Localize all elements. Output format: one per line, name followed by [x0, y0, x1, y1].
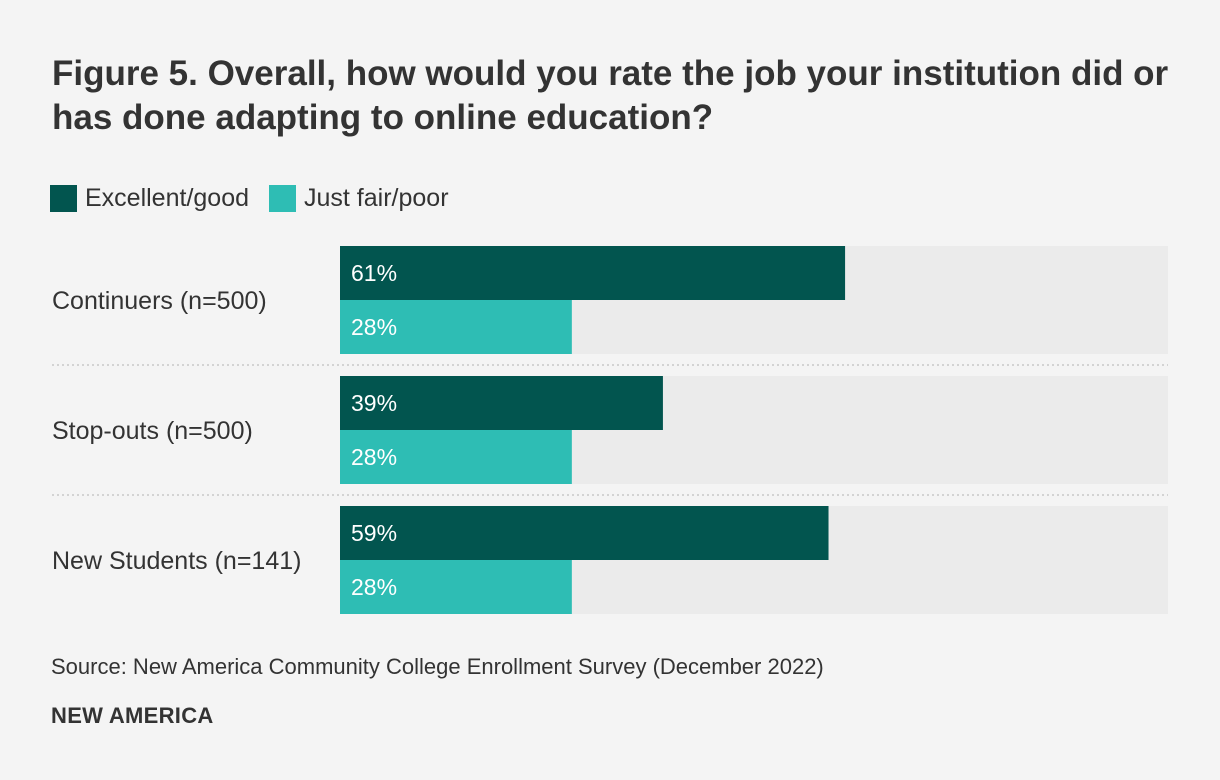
- category-label-continuers-n-500: Continuers (n=500): [52, 287, 267, 315]
- brand-logo-text: NEW AMERICA: [51, 703, 214, 728]
- bar-new-students-n-141-just-fair-poor: [340, 560, 572, 614]
- category-label-new-students-n-141: New Students (n=141): [52, 547, 301, 575]
- data-label-continuers-n-500-excellent-good: 61%: [351, 260, 397, 286]
- bar-stop-outs-n-500-excellent-good: [340, 376, 663, 430]
- bar-new-students-n-141-excellent-good: [340, 506, 829, 560]
- legend-label-excellent-good: Excellent/good: [85, 184, 250, 212]
- legend-swatch-excellent-good: [50, 185, 77, 212]
- legend-swatch-just-fair-poor: [269, 185, 297, 212]
- data-label-stop-outs-n-500-excellent-good: 39%: [351, 390, 397, 416]
- category-label-stop-outs-n-500: Stop-outs (n=500): [52, 417, 253, 445]
- legend-item-just-fair-poor: Just fair/poor: [269, 184, 449, 213]
- data-label-new-students-n-141-excellent-good: 59%: [351, 520, 397, 546]
- bar-stop-outs-n-500-just-fair-poor: [340, 430, 572, 484]
- data-label-continuers-n-500-just-fair-poor: 28%: [351, 314, 397, 340]
- bar-continuers-n-500-excellent-good: [340, 246, 846, 300]
- legend-label-just-fair-poor: Just fair/poor: [304, 184, 449, 212]
- bar-continuers-n-500-just-fair-poor: [340, 300, 572, 354]
- chart-title: Figure 5. Overall, how would you rate th…: [52, 54, 1169, 137]
- legend: Excellent/good Just fair/poor: [50, 184, 469, 213]
- bar-chart: Continuers (n=500) 61% 28% Stop-outs (n=500…: [52, 246, 1168, 614]
- legend-item-excellent-good: Excellent/good: [50, 184, 249, 213]
- data-label-new-students-n-141-just-fair-poor: 28%: [351, 574, 397, 600]
- data-label-stop-outs-n-500-just-fair-poor: 28%: [351, 444, 397, 470]
- source-note: Source: New America Community College En…: [51, 654, 824, 679]
